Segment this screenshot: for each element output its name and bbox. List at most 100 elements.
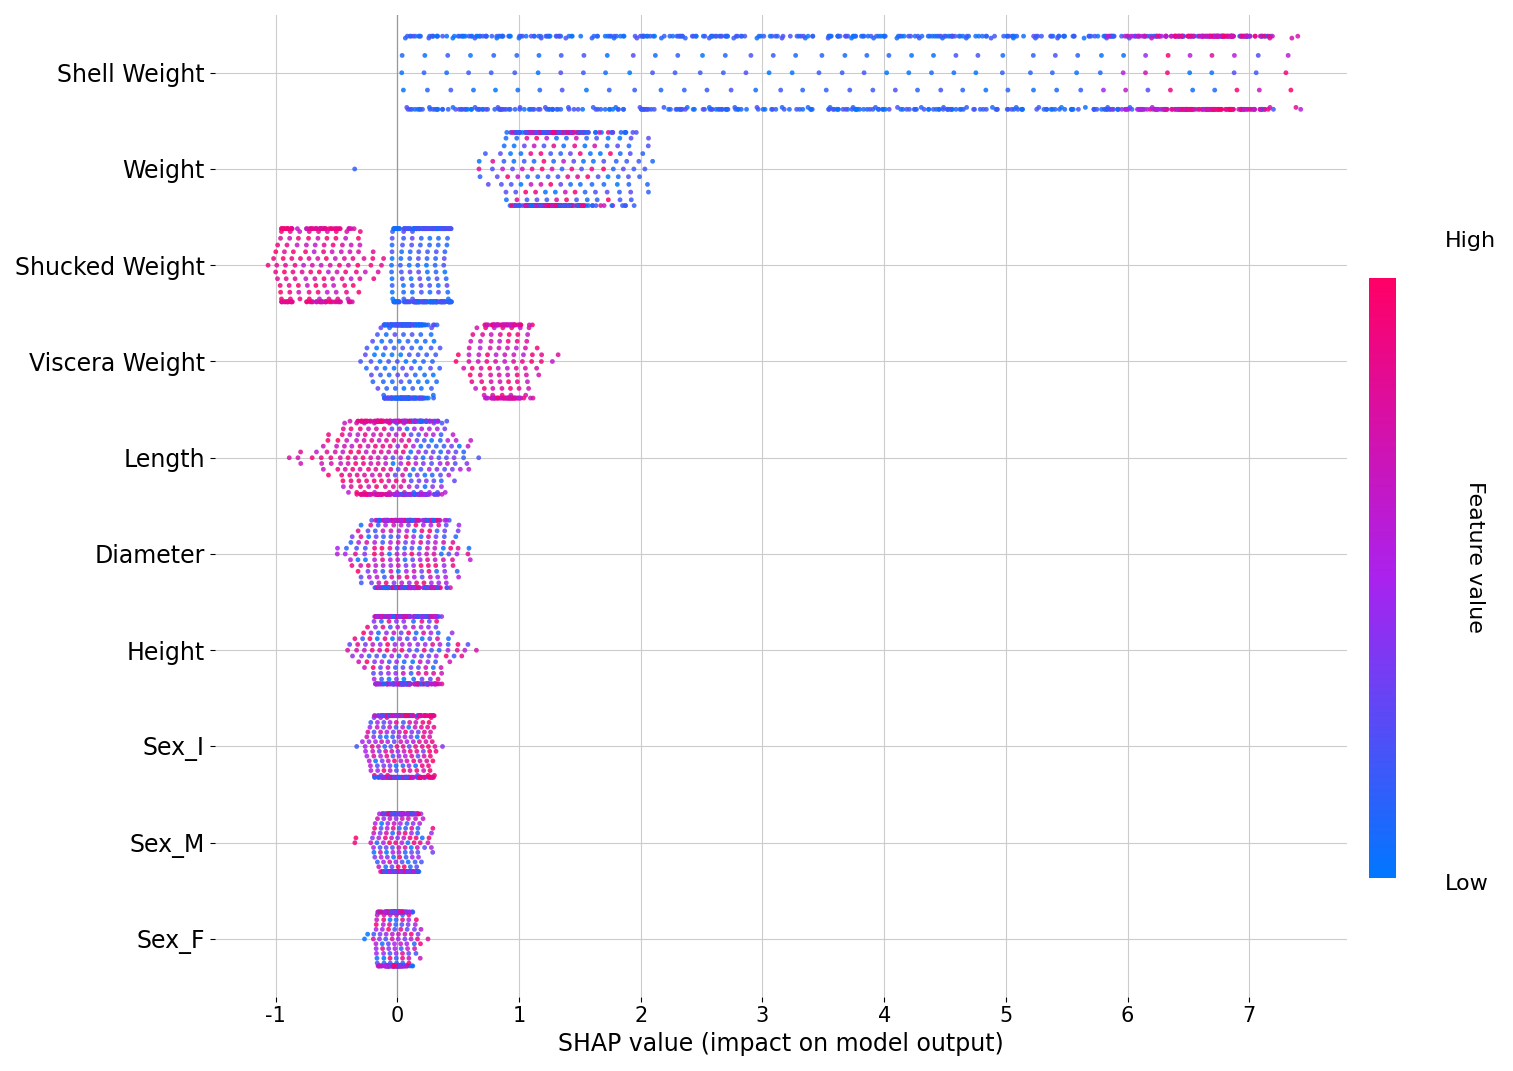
Point — [378, 707, 402, 724]
Point — [375, 767, 399, 784]
Point — [415, 412, 439, 429]
Point — [387, 805, 412, 823]
Point — [452, 642, 477, 659]
Point — [369, 676, 393, 693]
Point — [974, 101, 999, 118]
Point — [466, 353, 490, 371]
Point — [421, 101, 445, 118]
Point — [375, 512, 399, 529]
Point — [487, 333, 511, 350]
Point — [396, 579, 421, 597]
Point — [340, 438, 365, 455]
Point — [566, 101, 590, 118]
Point — [378, 769, 402, 786]
Point — [1002, 28, 1026, 45]
Point — [315, 229, 339, 246]
Point — [407, 540, 431, 557]
Point — [567, 124, 592, 141]
Point — [412, 390, 436, 407]
Point — [386, 461, 410, 478]
Point — [310, 293, 334, 311]
Point — [395, 769, 419, 786]
Point — [1145, 28, 1170, 45]
Point — [380, 579, 404, 597]
Point — [393, 221, 418, 238]
Point — [412, 316, 436, 333]
Point — [1232, 28, 1256, 45]
Point — [404, 293, 428, 311]
Point — [384, 757, 409, 774]
Point — [861, 81, 885, 99]
Point — [381, 819, 405, 836]
Point — [271, 221, 295, 238]
Point — [378, 805, 402, 823]
Point — [496, 366, 520, 383]
Point — [555, 168, 579, 185]
Point — [961, 101, 985, 118]
Point — [318, 221, 342, 238]
Point — [371, 805, 395, 823]
Point — [366, 380, 390, 397]
Point — [381, 904, 405, 921]
Point — [416, 676, 440, 693]
Point — [360, 742, 384, 759]
Point — [425, 221, 449, 238]
Point — [475, 390, 499, 407]
Point — [545, 124, 569, 141]
Point — [446, 523, 471, 540]
Point — [377, 512, 401, 529]
Point — [300, 449, 324, 466]
Point — [622, 161, 646, 178]
Point — [268, 229, 292, 246]
Point — [401, 707, 425, 724]
Point — [501, 390, 525, 407]
Point — [371, 707, 395, 724]
Point — [363, 935, 387, 952]
Point — [1139, 28, 1163, 45]
Point — [356, 486, 380, 503]
Point — [416, 653, 440, 670]
Point — [375, 608, 399, 625]
Point — [387, 523, 412, 540]
Point — [375, 676, 399, 693]
Point — [1044, 81, 1068, 99]
Point — [377, 545, 401, 562]
Point — [493, 390, 517, 407]
Point — [398, 579, 422, 597]
Point — [395, 805, 419, 823]
Point — [304, 293, 328, 311]
Point — [418, 714, 442, 731]
Point — [345, 414, 369, 432]
Point — [418, 630, 442, 647]
Point — [363, 346, 387, 363]
Point — [558, 124, 583, 141]
Point — [1168, 28, 1192, 45]
Point — [401, 904, 425, 921]
Point — [399, 931, 424, 948]
Point — [416, 608, 440, 625]
Point — [390, 810, 415, 827]
Point — [422, 412, 446, 429]
Point — [392, 484, 416, 501]
Point — [635, 101, 660, 118]
Point — [390, 412, 415, 429]
Point — [280, 293, 304, 311]
Point — [1129, 101, 1153, 118]
Point — [859, 28, 884, 45]
Point — [395, 390, 419, 407]
Point — [380, 608, 404, 625]
Point — [380, 229, 404, 246]
Point — [318, 257, 342, 274]
Point — [726, 101, 750, 118]
Point — [386, 579, 410, 597]
Point — [940, 101, 964, 118]
Point — [1200, 101, 1224, 118]
Point — [380, 390, 404, 407]
Point — [409, 921, 433, 938]
Point — [390, 904, 415, 921]
Point — [407, 390, 431, 407]
Point — [387, 390, 412, 407]
Point — [351, 449, 375, 466]
Point — [510, 124, 534, 141]
Point — [424, 579, 448, 597]
